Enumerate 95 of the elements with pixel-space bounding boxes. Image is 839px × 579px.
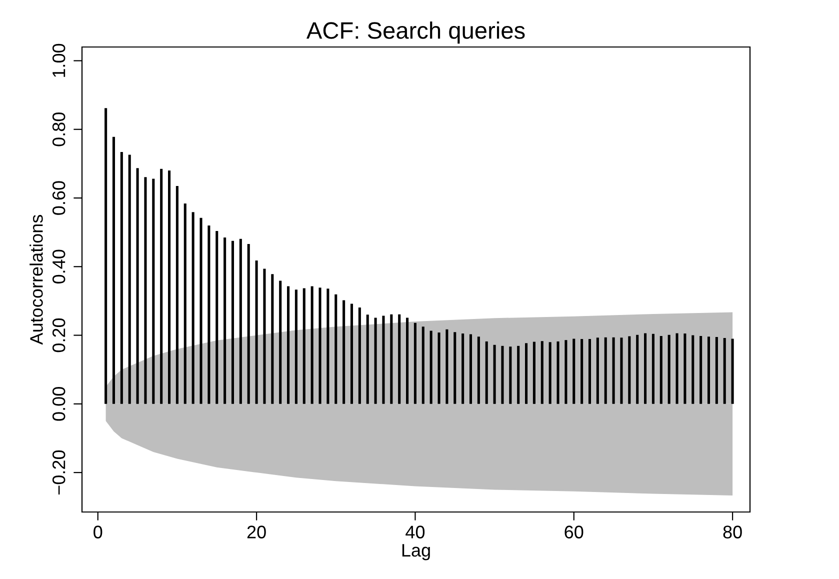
bar: [454, 332, 456, 404]
bar: [588, 339, 592, 404]
bar: [279, 280, 282, 404]
x-tick-label: 20: [247, 526, 266, 538]
bar: [374, 318, 377, 404]
bar: [144, 177, 147, 404]
bar: [271, 274, 274, 404]
bar: [136, 168, 139, 404]
bar: [382, 316, 385, 404]
bar: [128, 154, 131, 404]
bar: [620, 338, 623, 404]
bar: [224, 237, 226, 404]
x-tick-label: 80: [723, 526, 742, 538]
bar: [176, 186, 178, 404]
bar: [525, 343, 528, 404]
bar: [216, 230, 218, 404]
bar: [517, 346, 520, 404]
bar: [398, 314, 401, 404]
bar: [644, 333, 647, 404]
bar: [493, 344, 496, 404]
bar: [350, 304, 354, 404]
bar: [604, 337, 607, 404]
y-axis-title: Autocorrelations: [30, 214, 43, 345]
bar: [358, 307, 361, 404]
bar: [668, 334, 670, 404]
bar: [422, 326, 424, 404]
bar: [239, 238, 242, 404]
bar: [294, 290, 298, 404]
bar: [208, 225, 210, 404]
bar: [692, 335, 694, 404]
y-tick-label: −0.20: [52, 450, 66, 494]
chart-title: ACF: Search queries: [306, 22, 525, 44]
bar: [501, 346, 504, 404]
x-tick-label: 40: [406, 526, 425, 538]
bar: [446, 329, 448, 404]
bar: [580, 339, 584, 404]
bar: [104, 108, 108, 404]
bar: [390, 314, 393, 404]
bar: [438, 332, 440, 404]
bar: [660, 336, 662, 404]
y-tick-label: 0.80: [52, 112, 66, 146]
bar: [723, 338, 726, 404]
y-tick-label: 1.00: [52, 44, 66, 77]
bar: [334, 294, 338, 404]
bar: [366, 314, 369, 404]
y-tick-label: 0.60: [52, 181, 66, 215]
bar: [596, 338, 599, 404]
bar: [477, 336, 480, 404]
bar: [112, 136, 116, 404]
bar: [342, 300, 346, 404]
bar: [564, 340, 568, 404]
bar: [572, 338, 576, 404]
bar: [247, 244, 250, 404]
y-tick-label: 0.20: [52, 318, 66, 352]
x-tick-label: 0: [94, 526, 102, 538]
bar: [707, 336, 710, 404]
bar: [302, 288, 306, 404]
bar: [731, 338, 734, 404]
bar: [430, 330, 432, 404]
x-tick-label: 60: [564, 526, 584, 538]
bar: [612, 337, 615, 404]
bar: [231, 240, 234, 404]
bar: [160, 168, 163, 404]
bar: [676, 333, 678, 404]
bar: [636, 334, 639, 404]
bar: [184, 203, 186, 404]
bar: [310, 286, 314, 404]
bar: [715, 336, 718, 404]
bar: [255, 260, 258, 404]
bar: [548, 342, 552, 404]
bar: [263, 268, 266, 404]
bar: [485, 341, 488, 404]
bar: [652, 334, 654, 404]
bar: [287, 286, 290, 404]
bar: [684, 334, 686, 404]
bar: [200, 218, 202, 404]
bar: [192, 212, 194, 404]
bar: [120, 152, 123, 404]
bar: [556, 341, 560, 404]
bar: [152, 178, 155, 404]
bar: [540, 341, 544, 404]
bar: [532, 342, 536, 404]
bar: [509, 346, 512, 404]
y-tick-label: 0.00: [52, 387, 66, 421]
bar: [469, 334, 472, 404]
bar: [318, 288, 322, 404]
bar: [326, 288, 330, 404]
x-axis-title: Lag: [402, 544, 430, 560]
bar: [414, 322, 416, 404]
y-tick-label: 0.40: [52, 250, 66, 284]
bar: [628, 336, 631, 404]
bar: [168, 170, 171, 404]
bar: [406, 318, 409, 404]
bar: [462, 334, 464, 404]
bar: [700, 336, 702, 404]
